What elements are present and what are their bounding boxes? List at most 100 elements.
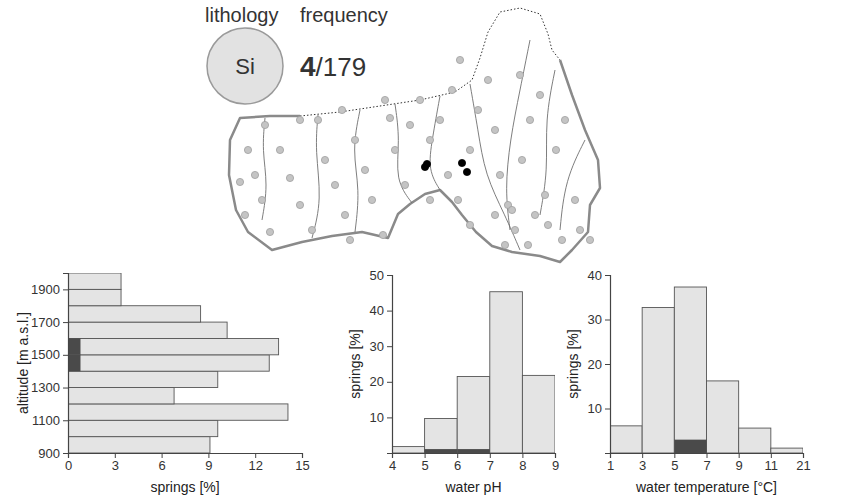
tick-label: 12 [248,458,262,473]
tick-label: 50 [370,268,384,283]
spring-point [536,91,543,98]
spring-point [236,178,243,185]
x-axis-title: water pH [444,479,501,495]
tick-label: 5 [421,458,428,473]
tick-label: 1100 [32,413,60,428]
tick-label: 1700 [31,315,60,330]
tick-label: 40 [370,303,384,318]
spring-point [423,160,430,167]
y-axis: 900 1100 1300 1500 1700 1900 [31,274,68,461]
bar-all [68,420,218,436]
tick: 20 [370,374,392,389]
spring-point [241,211,248,218]
spring-point [544,221,551,228]
spring-point [463,168,470,175]
spring-point [524,241,531,248]
tick-mark [387,382,392,383]
tick: 10 [370,410,392,425]
bars [610,287,803,453]
river [560,140,585,230]
tick-mark [605,364,610,365]
tick: 20 [588,357,610,372]
spring-point [381,96,388,103]
border [229,60,600,262]
x-axis-title: water temperature [°C] [635,479,777,495]
tick-mark [63,420,68,421]
spring-point [571,196,578,203]
tick: 900 [38,446,68,461]
bar-all [68,338,279,354]
tick-label: 1300 [31,380,60,395]
lithology-badge [207,28,283,104]
tick: 6 [158,453,165,473]
tick-mark [387,346,392,347]
tick-label: 1500 [31,347,60,362]
bar-all [68,306,201,322]
tick: 3 [112,453,119,473]
tick: 10 [588,401,610,416]
spring-point [541,191,548,198]
axis-line [605,276,611,454]
bar-all [68,404,288,420]
spring-point [576,226,583,233]
spring-point [552,146,559,153]
tick: 1500 [31,347,68,362]
tick-mark [63,388,68,389]
tick-label: 3 [639,458,646,473]
bar-all [68,273,121,289]
spring-point [314,116,321,123]
y-axis-title: springs [%] [347,329,363,398]
tick: 9 [552,453,559,473]
tick-label: 7 [703,458,710,473]
spring-point [501,241,508,248]
tick-mark [387,417,392,418]
map [229,8,600,262]
x-axis: 03691215 [65,453,310,473]
tick-mark [387,275,392,276]
tick-mark [63,289,68,290]
spring-point [448,86,455,93]
tick: 1300 [31,380,68,395]
tick-label: 1 [607,458,614,473]
tick-mark [387,311,392,312]
tick-label: 21 [796,458,810,473]
bar-all [425,418,458,453]
bar-all [68,289,121,305]
tick: 11 [765,453,779,473]
tick-label: 0 [65,458,72,473]
tick: 7 [703,453,710,473]
frequency-value: 4/179 [300,51,366,82]
tick: 4 [389,453,396,473]
river [507,40,530,230]
tick-label: 6 [454,458,461,473]
bar-all [68,371,218,387]
spring-point [266,228,273,235]
tick-label: 30 [588,312,602,327]
spring-point [444,171,451,178]
tick: 30 [370,339,392,354]
bar-subset [674,440,706,453]
bar-all [68,437,210,453]
bar-all [707,381,739,453]
lithology-code: Si [235,54,255,79]
tick: 6 [454,453,461,473]
y-axis-title: altitude [m a.s.l.] [15,312,31,414]
spring-point [561,116,568,123]
spring-point [436,116,443,123]
y-axis: 10 20 30 40 [588,268,611,454]
tick-label: 30 [370,339,384,354]
tick: 1900 [31,282,68,297]
bar-subset [68,338,80,354]
spring-point [261,121,268,128]
river [355,110,360,232]
spring-point [244,146,251,153]
spring-point [458,159,465,166]
bar-all [739,428,771,453]
tick: 50 [370,268,392,283]
spring-point [466,221,473,228]
tick: 40 [588,268,610,283]
spring-point [416,96,423,103]
x-axis: 135791121 [607,453,811,473]
spring-point [391,146,398,153]
bar-all [68,322,227,338]
